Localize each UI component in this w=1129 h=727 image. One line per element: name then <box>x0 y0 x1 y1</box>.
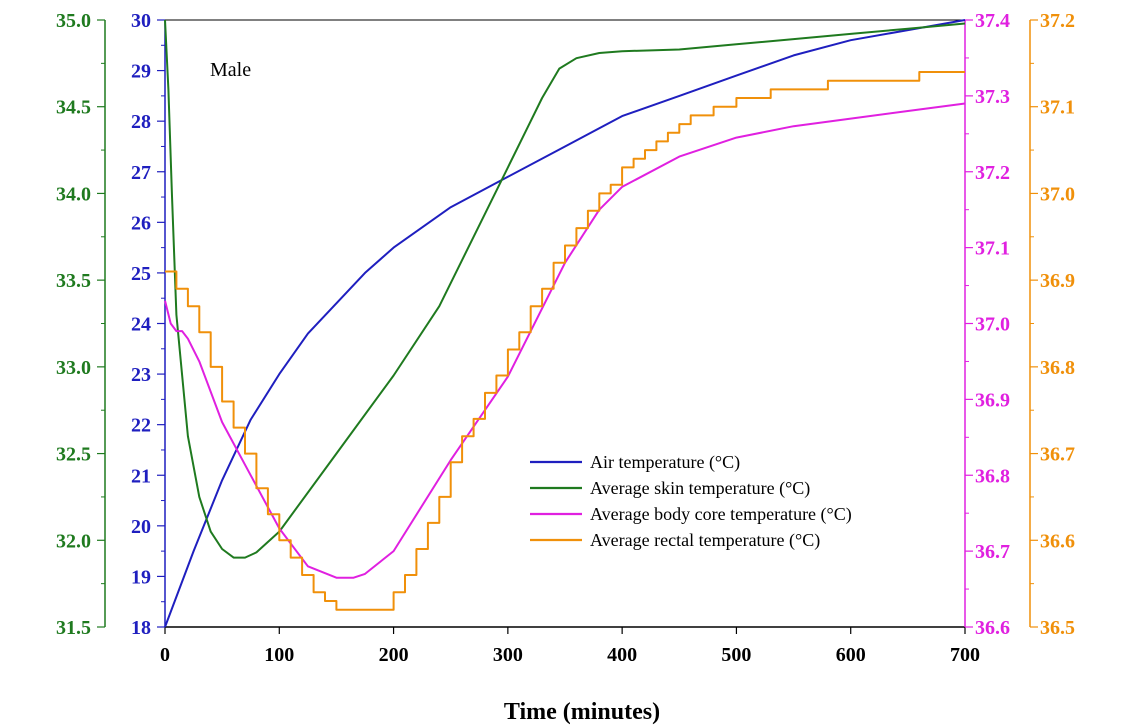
series-line-rectal <box>165 71 965 611</box>
skin-axis-tick-label: 35.0 <box>56 10 91 32</box>
air-axis-tick-label: 25 <box>131 263 151 285</box>
rectal-axis-tick-label: 36.5 <box>1040 617 1075 639</box>
legend: Air temperature (°C) Average skin tempera… <box>530 452 852 551</box>
air-axis-tick-label: 19 <box>131 566 151 588</box>
core-axis-tick-label: 37.2 <box>975 162 1010 184</box>
series-line-air <box>164 19 966 628</box>
core-axis-tick-label: 37.1 <box>975 238 1010 260</box>
core-axis-tick-label: 37.0 <box>975 314 1010 336</box>
air-axis-tick-label: 22 <box>131 415 151 437</box>
rectal-axis-tick-label: 36.9 <box>1040 270 1075 292</box>
air-axis-tick-label: 26 <box>131 212 151 234</box>
skin-axis-tick-label: 33.0 <box>56 357 91 379</box>
rectal-axis-tick-label: 36.6 <box>1040 530 1075 552</box>
plot-frame-group <box>165 19 965 628</box>
skin-axis-tick-label: 32.5 <box>56 444 91 466</box>
rectal-axis-tick-label: 36.7 <box>1040 444 1075 466</box>
series-line-skin <box>164 19 966 559</box>
air-axis-tick-label: 30 <box>131 10 151 32</box>
x-axis-title: Time (minutes) <box>504 699 660 725</box>
air-axis-tick-label: 20 <box>131 516 151 538</box>
x-tick-label: 600 <box>836 644 866 666</box>
skin-axis-tick-label: 33.5 <box>56 270 91 292</box>
legend-label-core: Average body core temperature (°C) <box>590 504 852 525</box>
rectal-axis-tick-label: 37.1 <box>1040 97 1075 119</box>
core-axis-tick-label: 37.3 <box>975 86 1010 108</box>
air-axis-tick-label: 27 <box>131 162 151 184</box>
axes-group: 0 100 200 300 400 500 600 700 18 19 20 21 22 23 24 25 26… <box>56 10 1075 666</box>
series-group <box>164 19 966 628</box>
core-axis-tick-label: 36.7 <box>975 541 1010 563</box>
x-tick-label: 100 <box>264 644 294 666</box>
core-axis-tick-label: 37.4 <box>975 10 1010 32</box>
skin-axis-tick-label: 32.0 <box>56 530 91 552</box>
x-tick-label: 500 <box>721 644 751 666</box>
legend-label-skin: Average skin temperature (°C) <box>590 478 810 499</box>
annotation-male: Male <box>210 59 251 81</box>
rectal-axis-tick-label: 37.0 <box>1040 183 1075 205</box>
air-axis-tick-label: 23 <box>131 364 151 386</box>
x-tick-label: 400 <box>607 644 637 666</box>
legend-label-air: Air temperature (°C) <box>590 452 740 473</box>
air-axis-tick-label: 24 <box>131 314 151 336</box>
rectal-axis-tick-label: 36.8 <box>1040 357 1075 379</box>
skin-axis-tick-label: 34.0 <box>56 183 91 205</box>
air-axis-tick-label: 29 <box>131 61 151 83</box>
rectal-axis-tick-label: 37.2 <box>1040 10 1075 32</box>
air-axis-tick-label: 18 <box>131 617 151 639</box>
core-axis-tick-label: 36.6 <box>975 617 1010 639</box>
core-axis-tick-label: 36.8 <box>975 465 1010 487</box>
series-line-core <box>164 102 966 579</box>
skin-axis-tick-label: 31.5 <box>56 617 91 639</box>
air-axis-tick-label: 21 <box>131 465 151 487</box>
x-tick-label: 300 <box>493 644 523 666</box>
x-tick-label: 0 <box>160 644 170 666</box>
air-axis-tick-label: 28 <box>131 111 151 133</box>
x-tick-label: 700 <box>950 644 980 666</box>
x-tick-label: 200 <box>379 644 409 666</box>
core-axis-tick-label: 36.9 <box>975 389 1010 411</box>
legend-label-rectal: Average rectal temperature (°C) <box>590 530 820 551</box>
skin-axis-tick-label: 34.5 <box>56 97 91 119</box>
